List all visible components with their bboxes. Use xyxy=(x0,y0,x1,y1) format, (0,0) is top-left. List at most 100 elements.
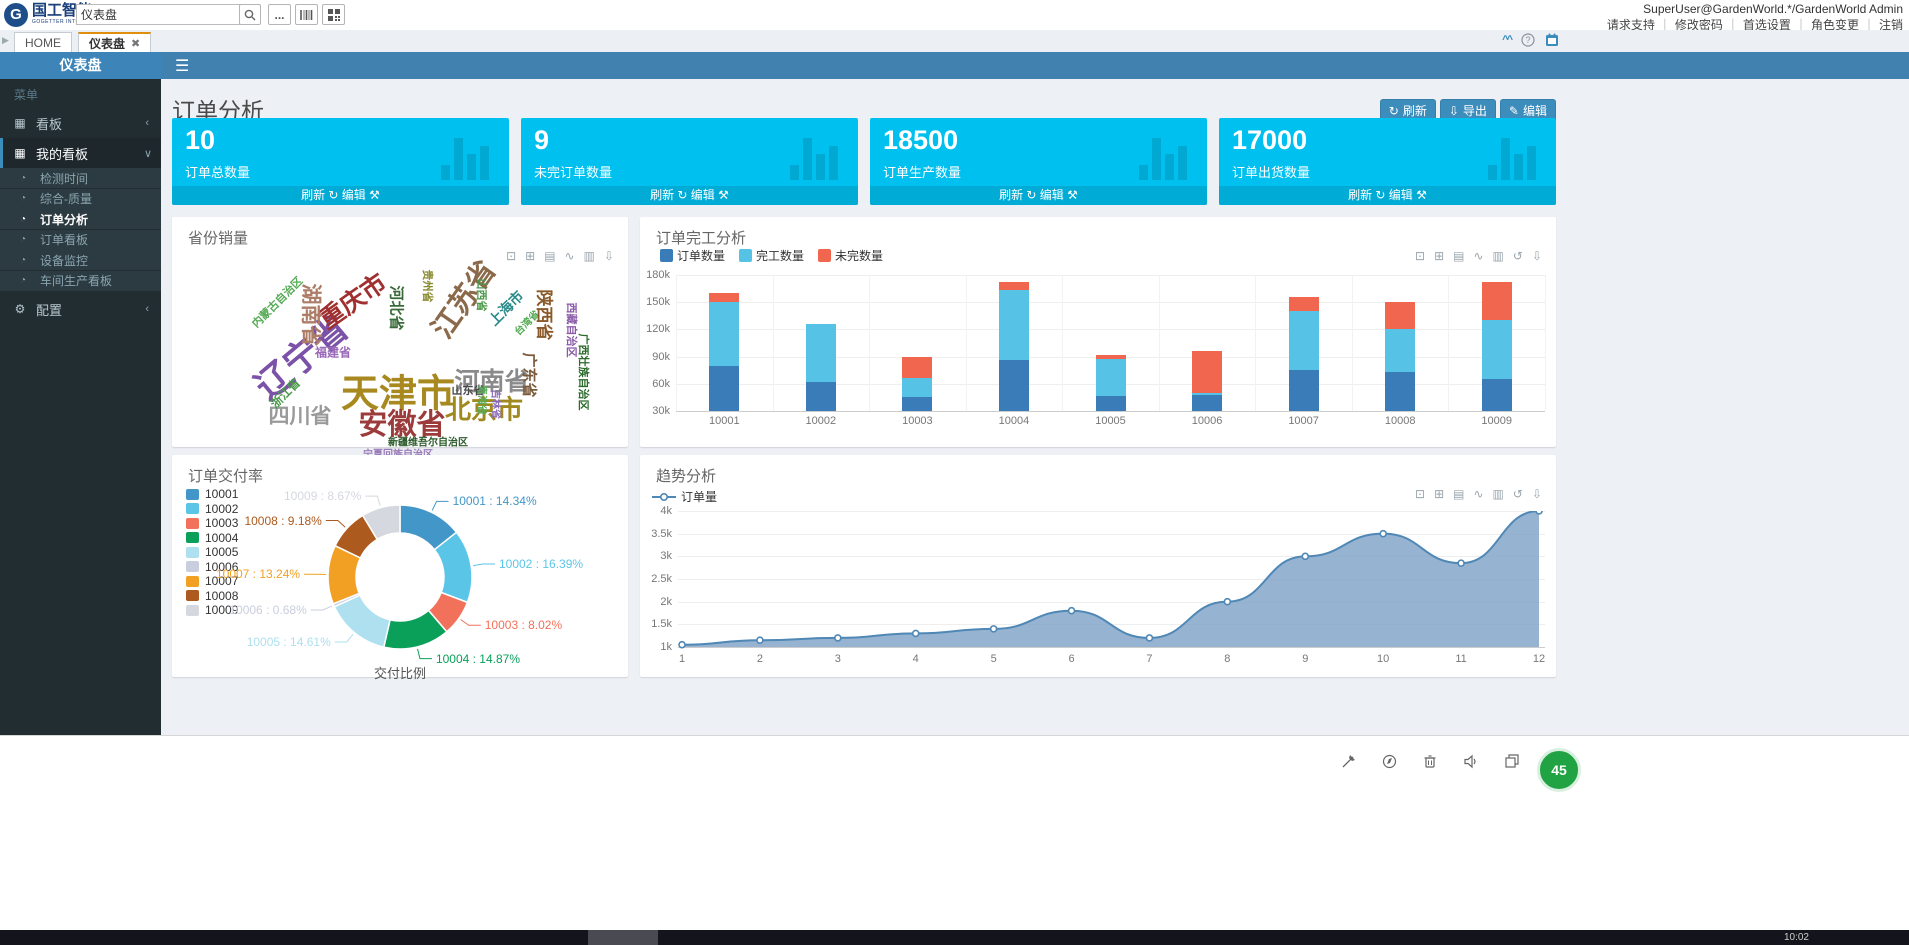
line-chart-icon[interactable]: ∿ xyxy=(1473,487,1484,501)
page-button-编辑[interactable]: ✎ 编辑 xyxy=(1499,99,1556,122)
barcode-button[interactable] xyxy=(295,4,318,25)
legend-marker xyxy=(186,604,199,616)
donut-slice-10009 xyxy=(361,504,401,541)
kpi-footer-actions[interactable]: 刷新 ↻ 编辑 ⚒ xyxy=(870,186,1207,205)
user-link-5[interactable]: 注销 xyxy=(1878,18,1903,32)
bar-chart-icon[interactable]: ▥ xyxy=(583,249,595,263)
user-link-3[interactable]: 首选设置 xyxy=(1742,18,1791,32)
pin-icon[interactable] xyxy=(1341,754,1356,769)
area-zoom-icon[interactable]: ⊡ xyxy=(506,249,517,263)
taskbar-app-button[interactable] xyxy=(588,930,658,945)
legend-marker xyxy=(186,488,199,500)
sidebar-subitem-设备监控[interactable]: ◔ 设备监控 xyxy=(0,250,161,270)
donut-legend-item-10001[interactable]: 10001 xyxy=(186,487,238,501)
bar-segment-完工数量 xyxy=(805,323,836,382)
donut-label-10002: 10002 : 16.39% xyxy=(498,557,584,572)
legend-item-完工数量[interactable]: 完工数量 xyxy=(739,247,804,264)
user-link-4[interactable]: 角色变更 xyxy=(1810,18,1859,32)
hamburger-menu-icon[interactable]: ☰ xyxy=(175,58,190,75)
data-view-icon[interactable]: ▤ xyxy=(1453,249,1465,263)
bar-chart-icon[interactable]: ▥ xyxy=(1492,249,1504,263)
search-input[interactable] xyxy=(76,4,246,25)
sidebar-item-配置[interactable]: ⚙ 配置 ‹ xyxy=(0,294,161,324)
collapse-up-icon[interactable]: ^^ xyxy=(1502,34,1513,46)
sidebar-subitem-综合-质量[interactable]: ◔ 综合-质量 xyxy=(0,188,161,209)
user-link-1[interactable]: 请求支持 xyxy=(1606,18,1655,32)
sidebar-item-看板[interactable]: ▦ 看板 ‹ xyxy=(0,108,161,138)
kpi-footer-actions[interactable]: 刷新 ↻ 编辑 ⚒ xyxy=(1219,186,1556,205)
grid-icon: ▦ xyxy=(14,116,26,130)
help-icon[interactable]: ? xyxy=(1521,33,1535,47)
data-point xyxy=(756,636,764,644)
taskbar: 10:02 xyxy=(0,930,1909,945)
donut-legend-item-10009[interactable]: 10009 xyxy=(186,603,238,617)
sidebar: 仪表盘 菜单 ▦ 看板 ‹ ▦ 我的看板 ∨ ◔ 检测时间 ◔ 综合-质量 ◔ 订单分析 ◔ 订单看板 ◔ 设… xyxy=(0,52,164,735)
legend-item-未完数量[interactable]: 未完数量 xyxy=(818,247,883,264)
bar-segment-未完数量 xyxy=(709,293,740,303)
bar-segment-未完数量 xyxy=(902,356,933,379)
calendar-icon[interactable] xyxy=(1545,33,1559,47)
scroll-left-icon[interactable]: ▶ xyxy=(2,35,9,45)
line-chart-icon[interactable]: ∿ xyxy=(564,249,575,263)
page-button-导出[interactable]: ⇩ 导出 xyxy=(1439,99,1496,122)
donut-legend-item-10007[interactable]: 10007 xyxy=(186,574,238,588)
more-options-button[interactable]: ... xyxy=(268,4,291,25)
edit-icon: ✎ xyxy=(1508,103,1519,118)
donut-label-10005: 10005 : 14.61% xyxy=(246,634,331,649)
download-icon[interactable]: ⇩ xyxy=(1531,487,1542,501)
donut-legend-item-10002[interactable]: 10002 xyxy=(186,502,238,516)
speaker-icon[interactable] xyxy=(1463,754,1479,769)
kpi-card-4: 17000 订单出货数量 刷新 ↻ 编辑 ⚒ xyxy=(1219,118,1556,205)
zoom-reset-icon[interactable]: ⊞ xyxy=(525,249,536,263)
cloud-word: 河南省 xyxy=(454,368,530,396)
qrcode-button[interactable] xyxy=(322,4,345,25)
donut-legend-item-10003[interactable]: 10003 xyxy=(186,516,238,530)
search-button[interactable] xyxy=(239,4,261,25)
kpi-footer-actions[interactable]: 刷新 ↻ 编辑 ⚒ xyxy=(521,186,858,205)
x-axis-label: 10005 xyxy=(1095,415,1126,427)
area-zoom-icon[interactable]: ⊡ xyxy=(1415,487,1426,501)
donut-legend-item-10005[interactable]: 10005 xyxy=(186,545,238,559)
data-point xyxy=(678,640,686,649)
zoom-reset-icon[interactable]: ⊞ xyxy=(1434,249,1445,263)
svg-text:?: ? xyxy=(1525,35,1530,45)
kpi-footer-actions[interactable]: 刷新 ↻ 编辑 ⚒ xyxy=(172,186,509,205)
data-point xyxy=(911,629,920,638)
sidebar-subitem-车间生产看板[interactable]: ◔ 车间生产看板 xyxy=(0,270,161,291)
download-icon[interactable]: ⇩ xyxy=(1531,249,1542,263)
window-icon[interactable] xyxy=(1505,754,1520,769)
bar-chart-icon[interactable]: ▥ xyxy=(1492,487,1504,501)
compass-icon[interactable] xyxy=(1382,754,1397,769)
restore-icon[interactable]: ↺ xyxy=(1512,487,1523,501)
donut-legend-item-10004[interactable]: 10004 xyxy=(186,531,238,545)
sidebar-subitem-订单看板[interactable]: ◔ 订单看板 xyxy=(0,229,161,250)
gear-icon: ⚙ xyxy=(14,302,26,316)
donut-legend-item-10006[interactable]: 10006 xyxy=(186,560,238,574)
x-axis-label: 7 xyxy=(1146,653,1153,665)
y-axis-tick: 180k xyxy=(646,269,670,281)
donut-legend-item-10008[interactable]: 10008 xyxy=(186,589,238,603)
legend-item-订单量[interactable]: 订单量 xyxy=(652,488,717,505)
panel-delivery-rate: 订单交付率 10001 10002 10003 10004 10005 10006 10007… xyxy=(172,455,628,681)
user-link-2[interactable]: 修改密码 xyxy=(1674,18,1723,32)
tab-close-icon[interactable]: ✖ xyxy=(131,37,141,50)
x-axis-label: 10007 xyxy=(1288,415,1319,427)
legend-item-订单数量[interactable]: 订单数量 xyxy=(660,247,725,264)
download-icon[interactable]: ⇩ xyxy=(603,249,614,263)
area-zoom-icon[interactable]: ⊡ xyxy=(1415,249,1426,263)
data-point xyxy=(834,634,842,642)
sidebar-item-我的看板[interactable]: ▦ 我的看板 ∨ xyxy=(0,138,164,168)
trash-icon[interactable] xyxy=(1423,754,1437,769)
tab-home[interactable]: HOME xyxy=(14,32,72,52)
y-axis-tick: 150k xyxy=(646,296,670,309)
restore-icon[interactable]: ↺ xyxy=(1512,249,1523,263)
data-view-icon[interactable]: ▤ xyxy=(544,249,556,263)
data-view-icon[interactable]: ▤ xyxy=(1453,487,1465,501)
sidebar-subitem-订单分析[interactable]: ◔ 订单分析 xyxy=(0,209,161,229)
assistant-badge[interactable]: 45 xyxy=(1537,748,1581,792)
sidebar-subitem-检测时间[interactable]: ◔ 检测时间 xyxy=(0,168,161,188)
zoom-reset-icon[interactable]: ⊞ xyxy=(1434,487,1445,501)
tab-仪表盘[interactable]: 仪表盘 ✖ xyxy=(78,32,152,52)
line-chart-icon[interactable]: ∿ xyxy=(1473,249,1484,263)
x-axis-label: 10001 xyxy=(708,415,740,427)
